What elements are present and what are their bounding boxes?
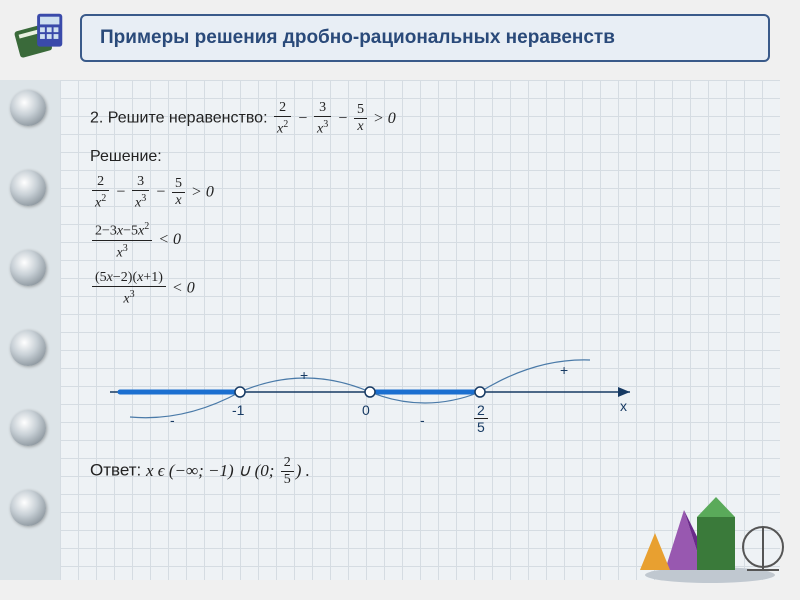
binder-strip (0, 80, 60, 580)
number-line: -1 0 25 - + - + x (90, 337, 650, 447)
solution-step: 2x2 − 3x3 − 5x > 0 (90, 174, 760, 212)
number-line-point-label: 0 (362, 402, 370, 418)
problem-number: 2. (90, 110, 103, 127)
geometry-decor-icon (635, 475, 785, 585)
number-line-sign: + (560, 362, 568, 378)
solution-step: (5x−2)(x+1)x3 < 0 (90, 270, 760, 308)
content-area: 2. Решите неравенство: 2x2 − 3x3 − 5x > … (90, 100, 760, 488)
number-line-point-label: -1 (232, 402, 244, 418)
number-line-svg (90, 337, 650, 447)
title-text: Примеры решения дробно-рациональных нера… (100, 27, 615, 48)
solution-label: Решение: (90, 148, 760, 166)
number-line-point-label: 25 (472, 402, 490, 435)
binder-ring (10, 490, 46, 526)
binder-ring (10, 90, 46, 126)
page-title: Примеры решения дробно-рациональных нера… (80, 14, 770, 62)
answer-expression: x ϵ (−∞; −1) ∪ (0; 25) . (146, 461, 310, 480)
binder-ring (10, 250, 46, 286)
answer-label: Ответ: (90, 461, 141, 480)
problem-label: Решите неравенство: (108, 110, 268, 127)
binder-ring (10, 170, 46, 206)
binder-ring (10, 330, 46, 366)
number-line-sign: + (300, 367, 308, 383)
problem-line: 2. Решите неравенство: 2x2 − 3x3 − 5x > … (90, 100, 760, 138)
solution-steps: 2x2 − 3x3 − 5x > 0 2−3x−5x2x3 < 0 (5x−2)(x… (90, 174, 760, 308)
number-line-sign: - (420, 412, 425, 428)
number-line-x-label: x (620, 398, 627, 414)
binder-ring (10, 410, 46, 446)
calculator-book-icon (12, 8, 70, 66)
problem-expression: 2x2 − 3x3 − 5x > 0 (272, 110, 396, 127)
number-line-sign: - (170, 412, 175, 428)
solution-step: 2−3x−5x2x3 < 0 (90, 219, 760, 261)
